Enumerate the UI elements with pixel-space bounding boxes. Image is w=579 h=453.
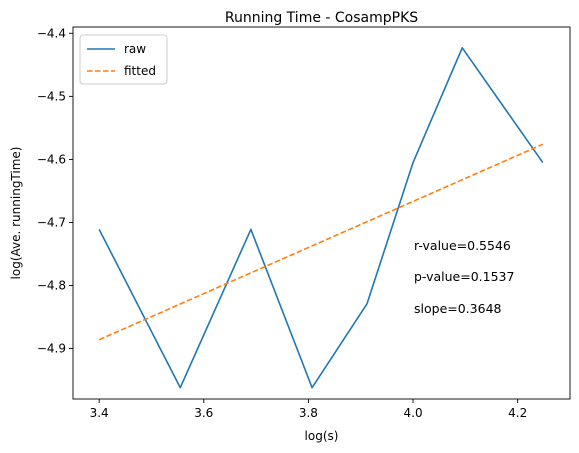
y-axis-ticks: −4.4 −4.5 −4.6 −4.7 −4.8 −4.9 (37, 26, 73, 355)
y-axis-label: log(Ave. runningTime) (9, 147, 23, 280)
y-tick-label: −4.4 (37, 26, 66, 40)
legend: raw fitted (80, 35, 167, 84)
annotation-slope: slope=0.3648 (414, 301, 502, 316)
y-tick-label: −4.8 (37, 279, 66, 293)
x-tick-label: 3.4 (90, 406, 109, 420)
x-tick-label: 4.2 (508, 406, 527, 420)
x-tick-label: 3.8 (299, 406, 318, 420)
y-tick-label: −4.9 (37, 342, 66, 356)
annotation-r-value: r-value=0.5546 (414, 238, 511, 253)
y-tick-label: −4.5 (37, 89, 66, 103)
y-tick-label: −4.7 (37, 215, 66, 229)
x-tick-label: 4.0 (404, 406, 423, 420)
legend-fitted-label: fitted (124, 64, 156, 78)
legend-raw-label: raw (124, 42, 146, 56)
x-axis-ticks: 3.4 3.6 3.8 4.0 4.2 (90, 399, 528, 420)
annotation-p-value: p-value=0.1537 (414, 269, 514, 284)
chart-title: Running Time - CosampPKS (225, 10, 418, 26)
x-axis-label: log(s) (305, 429, 339, 443)
y-tick-label: −4.6 (37, 152, 66, 166)
x-tick-label: 3.6 (194, 406, 213, 420)
